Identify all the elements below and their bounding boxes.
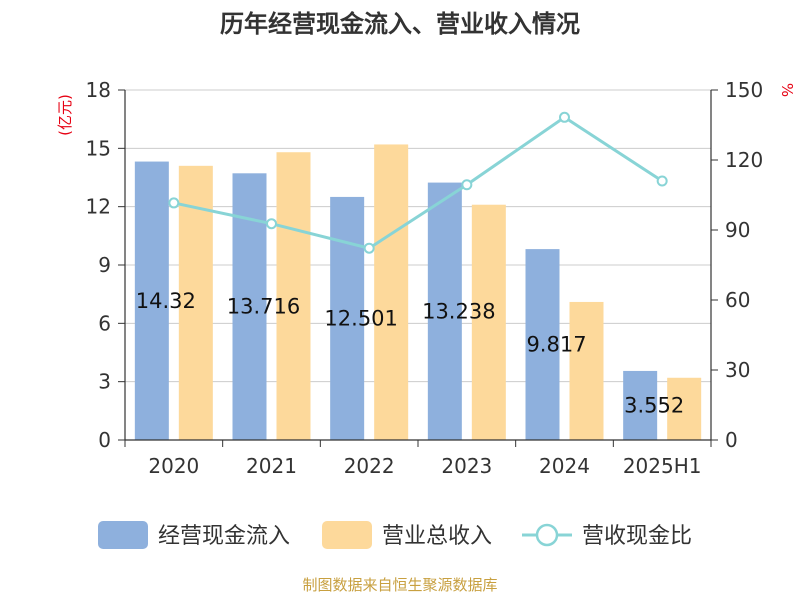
x-tick-label: 2025H1 <box>623 454 702 478</box>
line-point <box>559 111 570 123</box>
x-tick-label: 2022 <box>344 454 395 478</box>
legend: 经营现金流入 营业总收入 营收现金比 <box>98 521 692 549</box>
right-tick-label: 60 <box>725 288 750 312</box>
left-tick-label: 3 <box>98 370 111 394</box>
right-tick-label: 90 <box>725 218 750 242</box>
axes-group: 0 3 6 9 12 15 18 0 30 60 90 120 150 2020 2021 2022 2023 2… <box>86 78 764 478</box>
data-label: 3.552 <box>624 393 684 417</box>
bar-cash-inflow <box>330 196 365 440</box>
line-point <box>656 175 668 187</box>
legend-label-revenue: 营业总收入 <box>382 524 492 549</box>
bar-cash-inflow <box>134 161 169 441</box>
line-cash-revenue-ratio <box>173 115 663 250</box>
data-label: 9.817 <box>526 333 586 357</box>
bars-group <box>134 144 702 441</box>
left-tick-label: 18 <box>86 78 111 102</box>
left-tick-label: 0 <box>98 428 111 452</box>
data-label: 13.238 <box>422 299 495 323</box>
line-point <box>168 197 180 209</box>
chart-title: 历年经营现金流入、营业收入情况 <box>220 10 580 38</box>
x-tick-label: 2023 <box>441 454 492 478</box>
bar-cash-inflow <box>623 370 658 440</box>
data-label: 13.716 <box>227 295 300 319</box>
left-tick-label: 15 <box>86 136 111 160</box>
legend-swatch-ratio-marker <box>535 523 559 547</box>
bar-revenue <box>276 152 311 440</box>
right-tick-label: 30 <box>725 358 750 382</box>
source-note: 制图数据来自恒生聚源数据库 <box>302 576 497 594</box>
right-tick-label: 0 <box>725 428 738 452</box>
legend-label-ratio: 营收现金比 <box>582 524 692 549</box>
bar-cash-inflow <box>427 182 462 440</box>
left-tick-label: 6 <box>98 311 111 335</box>
right-axis-unit: % <box>778 83 796 97</box>
data-label: 12.501 <box>324 306 397 330</box>
left-tick-label: 9 <box>98 253 111 277</box>
bar-cash-inflow <box>525 249 560 440</box>
legend-swatch-revenue <box>322 521 372 549</box>
bar-revenue <box>667 377 702 440</box>
right-tick-label: 120 <box>725 148 763 172</box>
x-tick-label: 2021 <box>246 454 297 478</box>
line-series-group <box>168 111 668 254</box>
legend-label-cash-inflow: 经营现金流入 <box>158 524 290 549</box>
x-tick-label: 2024 <box>539 454 590 478</box>
data-labels-group: 14.32 13.716 12.501 13.238 9.817 3.552 <box>136 289 684 418</box>
grid-lines <box>125 89 711 383</box>
data-label: 14.32 <box>136 289 196 313</box>
line-point <box>363 242 375 254</box>
left-axis-unit: (亿元) <box>56 94 74 136</box>
legend-swatch-cash-inflow <box>98 521 148 549</box>
line-point <box>461 179 473 191</box>
line-point <box>266 218 277 230</box>
bar-revenue <box>374 144 409 440</box>
left-tick-label: 12 <box>86 195 111 219</box>
bar-revenue <box>471 204 506 440</box>
right-tick-label: 150 <box>725 78 763 102</box>
bar-revenue <box>569 301 604 440</box>
x-tick-label: 2020 <box>148 454 199 478</box>
